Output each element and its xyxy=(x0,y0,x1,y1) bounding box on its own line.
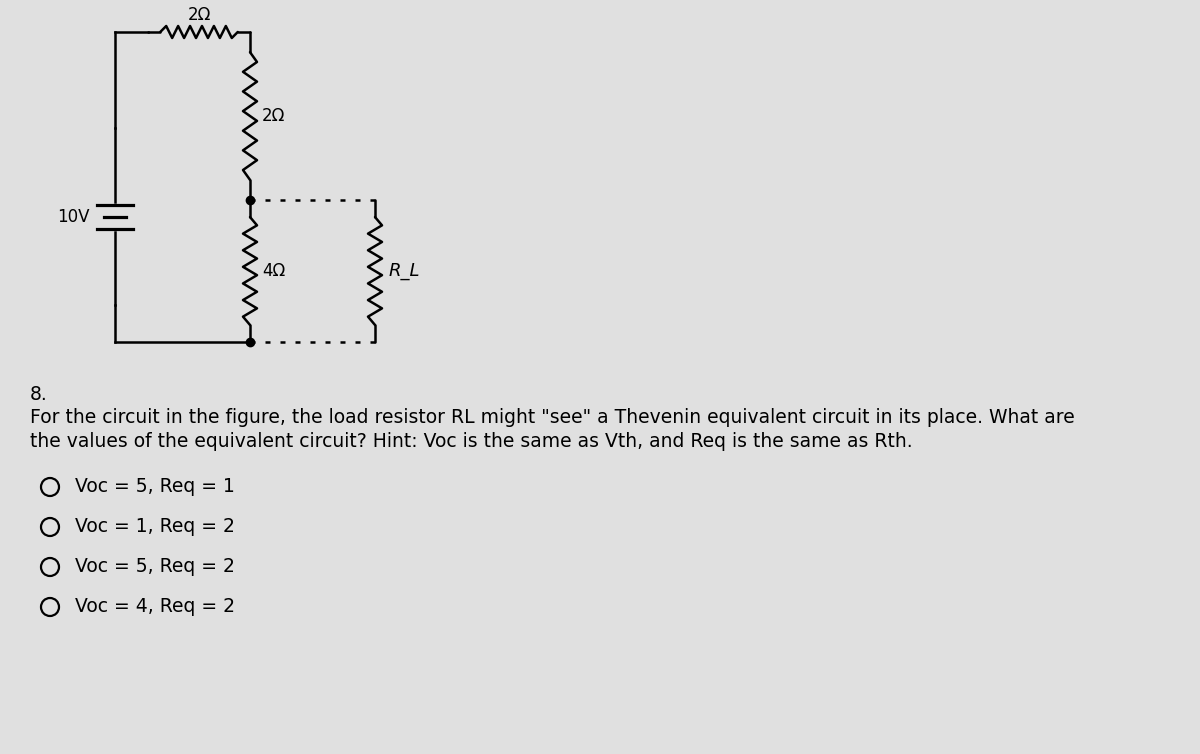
Text: For the circuit in the figure, the load resistor RL might "see" a Thevenin equiv: For the circuit in the figure, the load … xyxy=(30,408,1075,427)
Text: 2Ω: 2Ω xyxy=(262,107,286,125)
Text: Voc = 1, Req = 2: Voc = 1, Req = 2 xyxy=(74,517,235,537)
Text: 10V: 10V xyxy=(58,207,90,225)
Text: R_L: R_L xyxy=(389,262,420,280)
Text: Voc = 4, Req = 2: Voc = 4, Req = 2 xyxy=(74,597,235,617)
Text: the values of the equivalent circuit? Hint: Voc is the same as Vth, and Req is t: the values of the equivalent circuit? Hi… xyxy=(30,432,913,451)
Text: 8.: 8. xyxy=(30,385,48,404)
Text: 4Ω: 4Ω xyxy=(262,262,286,280)
Text: Voc = 5, Req = 1: Voc = 5, Req = 1 xyxy=(74,477,235,496)
Text: 2Ω: 2Ω xyxy=(187,6,211,24)
Text: Voc = 5, Req = 2: Voc = 5, Req = 2 xyxy=(74,557,235,577)
